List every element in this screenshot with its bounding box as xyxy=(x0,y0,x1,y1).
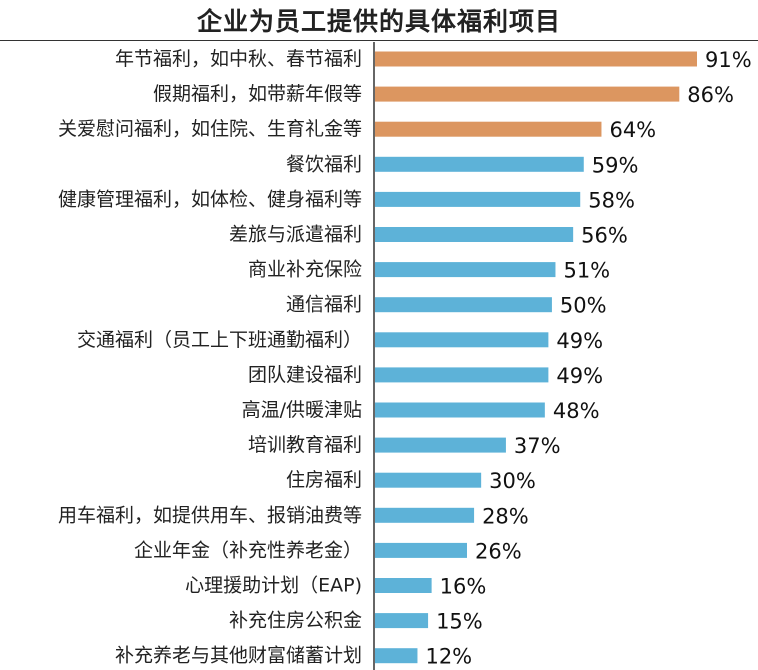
data-label: 58% xyxy=(588,188,635,212)
data-label: 59% xyxy=(592,153,639,177)
category-label: 年节福利，如中秋、春节福利 xyxy=(115,48,362,70)
bar xyxy=(375,191,581,207)
bar xyxy=(375,227,574,242)
category-label: 通信福利 xyxy=(286,294,362,316)
bar xyxy=(375,51,697,67)
category-label: 企业年金（补充性养老金） xyxy=(134,539,362,561)
category-label: 高温/供暖津贴 xyxy=(242,399,362,421)
data-label: 49% xyxy=(556,364,603,388)
data-label: 15% xyxy=(436,610,483,634)
chart-title: 企业为员工提供的具体福利项目 xyxy=(196,7,561,36)
bar xyxy=(375,613,429,629)
category-label: 商业补充保险 xyxy=(248,259,362,281)
bar xyxy=(375,437,506,453)
bar xyxy=(375,507,475,523)
bar xyxy=(375,648,418,664)
title-divider xyxy=(0,40,758,41)
bar xyxy=(375,367,549,383)
data-label: 30% xyxy=(489,469,536,493)
data-label: 26% xyxy=(475,539,522,563)
data-label: 51% xyxy=(563,259,610,283)
category-label: 差旅与派遣福利 xyxy=(229,224,362,246)
category-label: 假期福利，如带薪年假等 xyxy=(153,83,362,105)
bar xyxy=(375,262,556,278)
data-label: 48% xyxy=(553,399,600,423)
bar xyxy=(375,121,602,137)
data-label: 28% xyxy=(482,504,529,528)
data-label: 37% xyxy=(514,434,561,458)
bar xyxy=(375,156,584,172)
category-label: 用车福利，如提供用车、报销油费等 xyxy=(58,504,362,526)
category-label: 培训教育福利 xyxy=(248,434,362,456)
bar xyxy=(375,297,552,313)
data-label: 91% xyxy=(705,48,752,72)
bar xyxy=(375,578,432,593)
data-label: 49% xyxy=(556,329,603,353)
bar xyxy=(375,472,482,488)
category-label: 补充养老与其他财富储蓄计划 xyxy=(115,645,362,667)
category-label: 交通福利（员工上下班通勤福利） xyxy=(77,329,362,351)
category-label: 住房福利 xyxy=(286,469,362,491)
data-label: 64% xyxy=(609,118,656,142)
bar xyxy=(375,542,467,558)
data-label: 12% xyxy=(425,645,472,669)
category-label: 心理援助计划（EAP) xyxy=(185,575,362,597)
data-label: 86% xyxy=(687,83,734,107)
bar xyxy=(375,332,549,348)
bar xyxy=(375,86,680,102)
data-label: 56% xyxy=(581,224,628,248)
category-label: 健康管理福利，如体检、健身福利等 xyxy=(58,188,362,210)
category-label: 关爱慰问福利，如住院、生育礼金等 xyxy=(58,118,362,140)
data-label: 16% xyxy=(440,575,487,599)
bar xyxy=(375,402,545,418)
category-label: 餐饮福利 xyxy=(286,153,362,175)
category-label: 团队建设福利 xyxy=(248,364,362,386)
data-label: 50% xyxy=(560,294,607,318)
category-label: 补充住房公积金 xyxy=(229,610,362,632)
